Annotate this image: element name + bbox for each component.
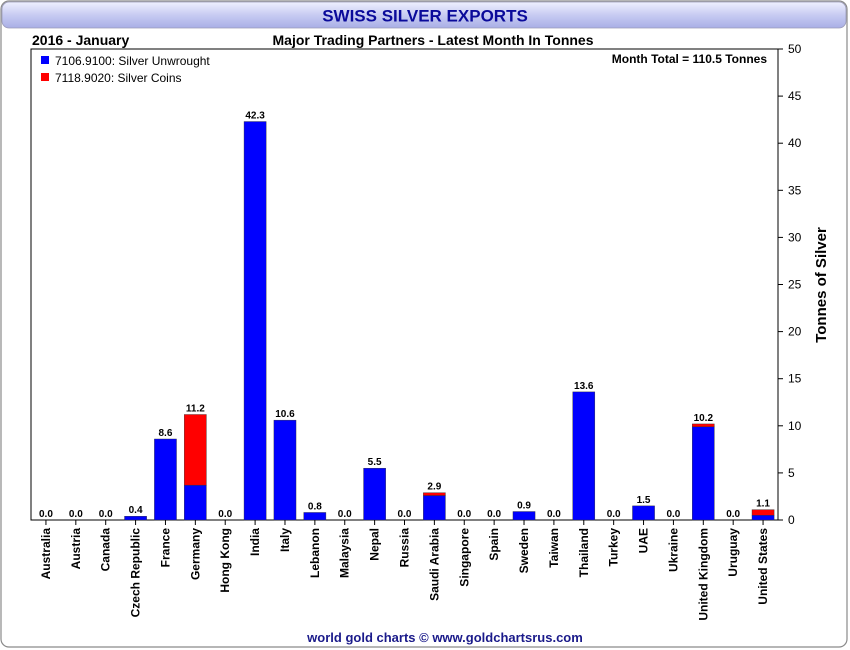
value-label-ukraine: 0.0 — [666, 509, 680, 520]
bar-saudi-arabia-series-2 — [423, 492, 446, 496]
x-tick-label-malaysia: Malaysia — [338, 528, 352, 578]
x-tick-label-austria: Austria — [69, 528, 83, 570]
value-label-thailand: 13.6 — [574, 381, 594, 392]
value-label-lebanon: 0.8 — [308, 501, 322, 512]
y-tick-label: 40 — [788, 136, 802, 150]
value-labels: 0.0 0.0 0.0 0.4 8.6 11.2 0.0 42.3 10.6 0.8 0.0 5.5 0… — [39, 111, 770, 520]
x-tick-label-hong-kong: Hong Kong — [218, 528, 232, 593]
x-tick-label-lebanon: Lebanon — [308, 528, 322, 578]
bar-germany-series-1 — [184, 484, 207, 521]
period-label: 2016 - January — [32, 32, 129, 48]
legend: 7106.9100: Silver Unwrought 7118.9020: S… — [41, 54, 210, 85]
y-tick-label: 5 — [788, 466, 795, 480]
bar-uae-series-1 — [632, 505, 655, 521]
bar-sweden-series-1 — [512, 511, 536, 521]
y-tick-label: 25 — [788, 278, 802, 292]
value-label-turkey: 0.0 — [607, 509, 621, 520]
chart-subtitle: Major Trading Partners - Latest Month In… — [273, 32, 594, 48]
value-label-hong-kong: 0.0 — [218, 509, 232, 520]
value-label-india: 42.3 — [245, 111, 265, 122]
bar-france-series-1 — [154, 438, 177, 521]
value-label-singapore: 0.0 — [457, 509, 471, 520]
value-label-taiwan: 0.0 — [547, 509, 561, 520]
value-label-canada: 0.0 — [99, 509, 113, 520]
x-tick-label-ukraine: Ukraine — [666, 528, 680, 572]
bar-united-states-series-2 — [751, 509, 775, 516]
x-axis: Australia Austria Canada Czech Republic Fran… — [39, 520, 770, 621]
value-label-sweden: 0.9 — [517, 501, 531, 512]
legend-label-coins: 7118.9020: Silver Coins — [55, 71, 182, 85]
plot-area — [30, 48, 779, 521]
x-tick-label-united-states: United States — [756, 528, 770, 605]
value-label-united-kingdom: 10.2 — [694, 413, 714, 424]
bar-united-kingdom-series-2 — [692, 423, 715, 427]
value-label-italy: 10.6 — [275, 409, 295, 420]
x-tick-label-nepal: Nepal — [368, 528, 382, 561]
legend-swatch-coins — [41, 73, 49, 81]
x-tick-label-germany: Germany — [188, 528, 202, 580]
y-tick-label: 15 — [788, 372, 802, 386]
y-axis-title: Tonnes of Silver — [813, 227, 830, 343]
value-label-nepal: 5.5 — [368, 457, 382, 468]
x-tick-label-united-kingdom: United Kingdom — [696, 528, 710, 621]
x-tick-label-taiwan: Taiwan — [547, 528, 561, 568]
bar-czech-republic-series-1 — [124, 516, 147, 521]
x-tick-label-italy: Italy — [278, 528, 292, 552]
x-tick-label-india: India — [248, 528, 262, 556]
value-label-spain: 0.0 — [487, 509, 501, 520]
x-tick-label-sweden: Sweden — [517, 528, 531, 573]
bar-germany-series-2 — [184, 414, 207, 486]
x-tick-label-spain: Spain — [487, 528, 501, 561]
bar-india-series-1 — [243, 121, 267, 521]
value-label-saudi-arabia: 2.9 — [427, 482, 441, 493]
bar-saudi-arabia-series-1 — [423, 495, 446, 521]
legend-swatch-unwrought — [41, 56, 49, 64]
y-axis: 0 5 10 15 20 25 30 35 40 45 50 — [778, 42, 802, 527]
x-tick-label-uruguay: Uruguay — [726, 528, 740, 577]
value-label-germany: 11.2 — [186, 404, 205, 415]
value-label-australia: 0.0 — [39, 509, 53, 520]
y-tick-label: 30 — [788, 230, 802, 244]
x-tick-label-thailand: Thailand — [577, 528, 591, 577]
value-label-uruguay: 0.0 — [726, 509, 740, 520]
bar-united-states-series-1 — [751, 515, 775, 521]
x-tick-label-saudi-arabia: Saudi Arabia — [427, 528, 441, 601]
value-label-czech-republic: 0.4 — [129, 505, 143, 516]
bar-lebanon-series-1 — [303, 512, 327, 521]
x-tick-label-czech-republic: Czech Republic — [129, 528, 143, 618]
footer-credit: world gold charts © www.goldchartsrus.co… — [306, 630, 583, 645]
y-tick-label: 10 — [788, 419, 802, 433]
y-tick-label: 0 — [788, 513, 795, 527]
bar-nepal-series-1 — [363, 467, 386, 521]
bars — [124, 121, 775, 521]
x-tick-label-singapore: Singapore — [457, 528, 471, 587]
bar-united-kingdom-series-1 — [692, 426, 715, 521]
bar-italy-series-1 — [273, 419, 297, 521]
x-tick-label-canada: Canada — [99, 528, 113, 572]
value-label-austria: 0.0 — [69, 509, 83, 520]
x-tick-label-russia: Russia — [398, 528, 412, 568]
x-tick-label-australia: Australia — [39, 528, 53, 580]
value-label-malaysia: 0.0 — [338, 509, 352, 520]
bar-thailand-series-1 — [572, 391, 596, 521]
y-tick-label: 45 — [788, 89, 802, 103]
month-total-note: Month Total = 110.5 Tonnes — [612, 52, 768, 66]
y-tick-label: 35 — [788, 183, 802, 197]
legend-label-unwrought: 7106.9100: Silver Unwrought — [55, 54, 210, 68]
x-tick-label-uae: UAE — [637, 528, 651, 553]
x-tick-label-france: France — [158, 528, 172, 568]
chart-title: SWISS SILVER EXPORTS — [322, 7, 528, 26]
title-bar — [1, 1, 847, 29]
value-label-uae: 1.5 — [637, 495, 651, 506]
x-tick-label-turkey: Turkey — [607, 528, 621, 567]
y-tick-label: 20 — [788, 325, 802, 339]
y-tick-label: 50 — [788, 42, 802, 56]
value-label-russia: 0.0 — [398, 509, 412, 520]
value-label-france: 8.6 — [159, 428, 173, 439]
value-label-united-states: 1.1 — [756, 499, 770, 510]
